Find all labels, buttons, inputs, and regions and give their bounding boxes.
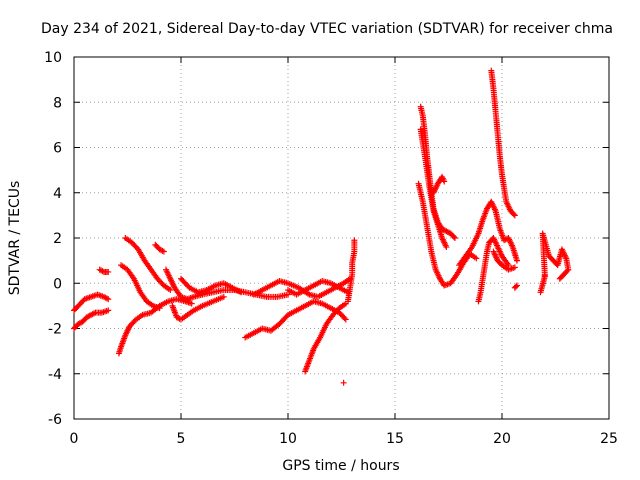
y-tick-label: 4 (53, 186, 62, 202)
x-axis-label: GPS time / hours (282, 458, 399, 474)
x-tick-label: 20 (493, 431, 511, 447)
y-tick-label: 2 (53, 231, 62, 247)
x-tick-label: 5 (177, 431, 186, 447)
y-tick-label: 10 (44, 50, 62, 66)
sdtvar-chart: 0 5 10 15 20 25 -6 -4 -2 0 2 4 6 8 10 Day 234 of 2021,… (0, 0, 640, 480)
x-tick-label: 0 (70, 431, 79, 447)
y-tick-label: 8 (53, 95, 62, 111)
chart-title: Day 234 of 2021, Sidereal Day-to-day VTE… (41, 21, 613, 37)
y-tick-label: -6 (48, 412, 62, 428)
y-tick-label: 0 (53, 276, 62, 292)
y-tick-label: -2 (48, 322, 62, 338)
y-tick-label: 6 (53, 141, 62, 157)
x-tick-label: 25 (600, 431, 618, 447)
x-tick-label: 15 (386, 431, 404, 447)
y-tick-label: -4 (48, 367, 62, 383)
x-tick-label: 10 (279, 431, 297, 447)
y-axis-label: SDTVAR / TECUs (7, 181, 23, 296)
